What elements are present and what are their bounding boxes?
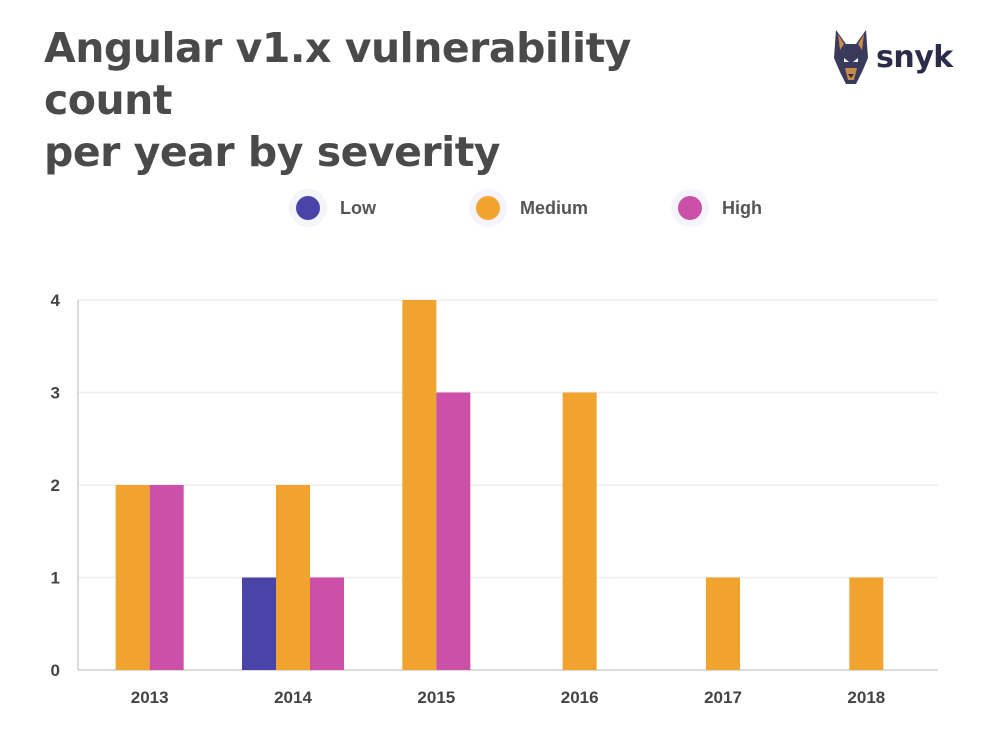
y-tick-label-1: 1 xyxy=(51,569,60,588)
x-tick-label-2018: 2018 xyxy=(847,688,885,707)
legend-marker-medium xyxy=(476,196,500,220)
gridlines xyxy=(77,299,938,671)
chart-title-line-1: Angular v1.x vulnerability count xyxy=(44,24,631,124)
bar-high-2013 xyxy=(149,485,184,670)
y-tick-label-2: 2 xyxy=(51,476,60,495)
y-tick-label-3: 3 xyxy=(51,384,60,403)
legend: Low Medium High xyxy=(289,189,762,227)
legend-label-medium: Medium xyxy=(520,198,588,218)
x-tick-label-2017: 2017 xyxy=(704,688,742,707)
legend-marker-low xyxy=(296,196,320,220)
bar-medium-2015 xyxy=(402,300,437,670)
x-tick-label-2014: 2014 xyxy=(274,688,312,707)
x-axis-ticks: 2013 2014 2015 2016 2017 2018 xyxy=(131,688,885,707)
bar-medium-2018 xyxy=(849,577,884,670)
legend-label-high: High xyxy=(722,198,762,218)
bar-medium-2016 xyxy=(562,392,597,670)
bar-medium-2013 xyxy=(115,485,150,670)
bar-low-2014 xyxy=(242,577,276,670)
legend-marker-high xyxy=(678,196,702,220)
doberman-dog-icon xyxy=(834,30,868,84)
bar-medium-2014 xyxy=(276,485,310,670)
legend-label-low: Low xyxy=(340,198,377,218)
x-tick-label-2013: 2013 xyxy=(131,688,169,707)
bar-high-2014 xyxy=(310,577,344,670)
chart-title: Angular v1.x vulnerability count per yea… xyxy=(44,22,744,178)
y-tick-label-4: 4 xyxy=(51,291,61,310)
x-tick-label-2015: 2015 xyxy=(417,688,455,707)
y-tick-label-0: 0 xyxy=(51,661,60,680)
bar-high-2015 xyxy=(436,392,471,670)
bar-medium-2017 xyxy=(706,577,740,670)
x-tick-label-2016: 2016 xyxy=(561,688,599,707)
chart-title-line-2: per year by severity xyxy=(44,128,501,176)
y-axis-ticks: 0 1 2 3 4 xyxy=(51,291,61,680)
snyk-logo: snyk xyxy=(832,28,953,86)
brand-name: snyk xyxy=(876,39,953,75)
bars xyxy=(115,300,884,670)
